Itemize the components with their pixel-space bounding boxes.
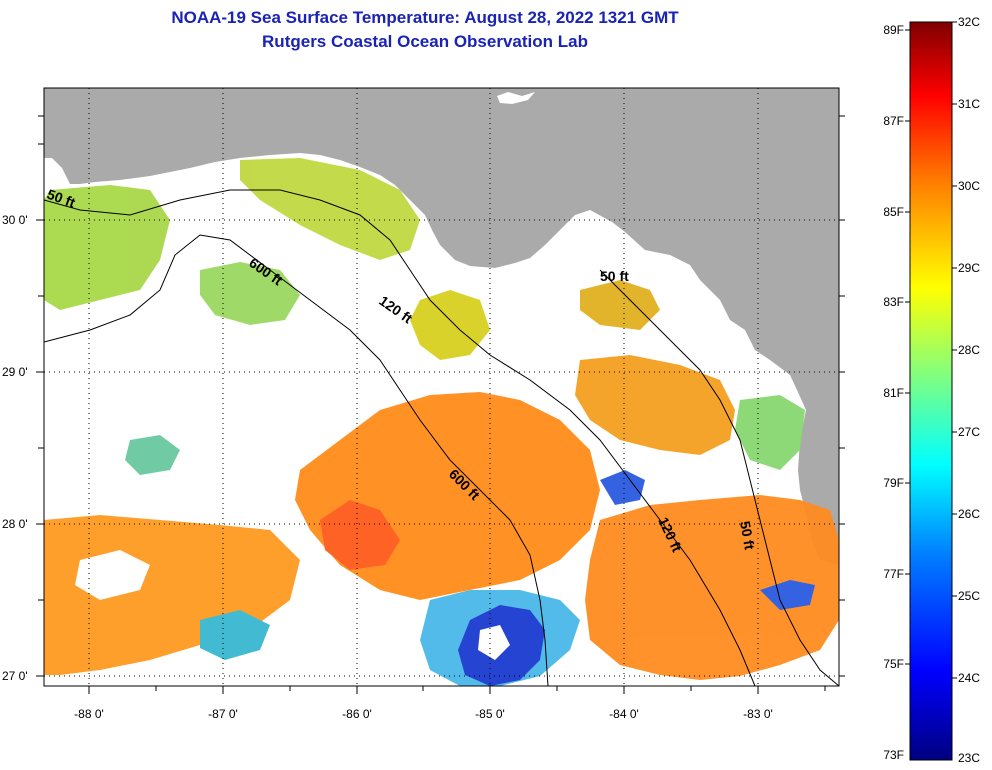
colorbar-c-label: 31C bbox=[958, 97, 980, 111]
colorbar bbox=[909, 21, 953, 761]
depth-contours bbox=[44, 189, 839, 686]
lat-label: 30 0' bbox=[2, 213, 28, 227]
colorbar-c-label: 32C bbox=[958, 15, 980, 29]
ticks bbox=[36, 115, 845, 694]
colorbar-c-label: 27C bbox=[958, 425, 980, 439]
colorbar-c-label: 24C bbox=[958, 671, 980, 685]
sst-patches bbox=[44, 158, 839, 686]
colorbar-f-label: 85F bbox=[883, 205, 904, 219]
contour-label: 50 ft bbox=[600, 268, 629, 284]
colorbar-f-label: 75F bbox=[883, 657, 904, 671]
lon-label: -88 0' bbox=[74, 707, 104, 721]
colorbar-f-label: 83F bbox=[883, 295, 904, 309]
lat-label: 28 0' bbox=[2, 517, 28, 531]
colorbar-c-label: 28C bbox=[958, 343, 980, 357]
colorbar-f-label: 89F bbox=[883, 23, 904, 37]
map-title: NOAA-19 Sea Surface Temperature: August … bbox=[171, 8, 679, 27]
colorbar-c-label: 25C bbox=[958, 589, 980, 603]
colorbar-f-label: 73F bbox=[883, 748, 904, 762]
contour-label: 50 ft bbox=[737, 520, 758, 551]
colorbar-c-label: 23C bbox=[958, 751, 980, 765]
lon-label: -84 0' bbox=[609, 707, 639, 721]
lon-label: -87 0' bbox=[208, 707, 238, 721]
lat-label: 27 0' bbox=[2, 669, 28, 683]
colorbar-f-label: 87F bbox=[883, 114, 904, 128]
lat-label: 29 0' bbox=[2, 365, 28, 379]
colorbar-c-label: 26C bbox=[958, 507, 980, 521]
lon-label: -85 0' bbox=[475, 707, 505, 721]
lon-label: -86 0' bbox=[342, 707, 372, 721]
colorbar-f-label: 81F bbox=[883, 386, 904, 400]
lon-label: -83 0' bbox=[743, 707, 773, 721]
colorbar-ticks bbox=[905, 21, 957, 679]
map-frame bbox=[43, 87, 840, 687]
colorbar-f-label: 79F bbox=[883, 476, 904, 490]
colorbar-f-label: 77F bbox=[883, 567, 904, 581]
land-mass bbox=[44, 88, 839, 565]
island bbox=[497, 92, 535, 104]
colorbar-c-label: 29C bbox=[958, 261, 980, 275]
colorbar-c-label: 30C bbox=[958, 179, 980, 193]
map-subtitle: Rutgers Coastal Ocean Observation Lab bbox=[262, 32, 588, 51]
